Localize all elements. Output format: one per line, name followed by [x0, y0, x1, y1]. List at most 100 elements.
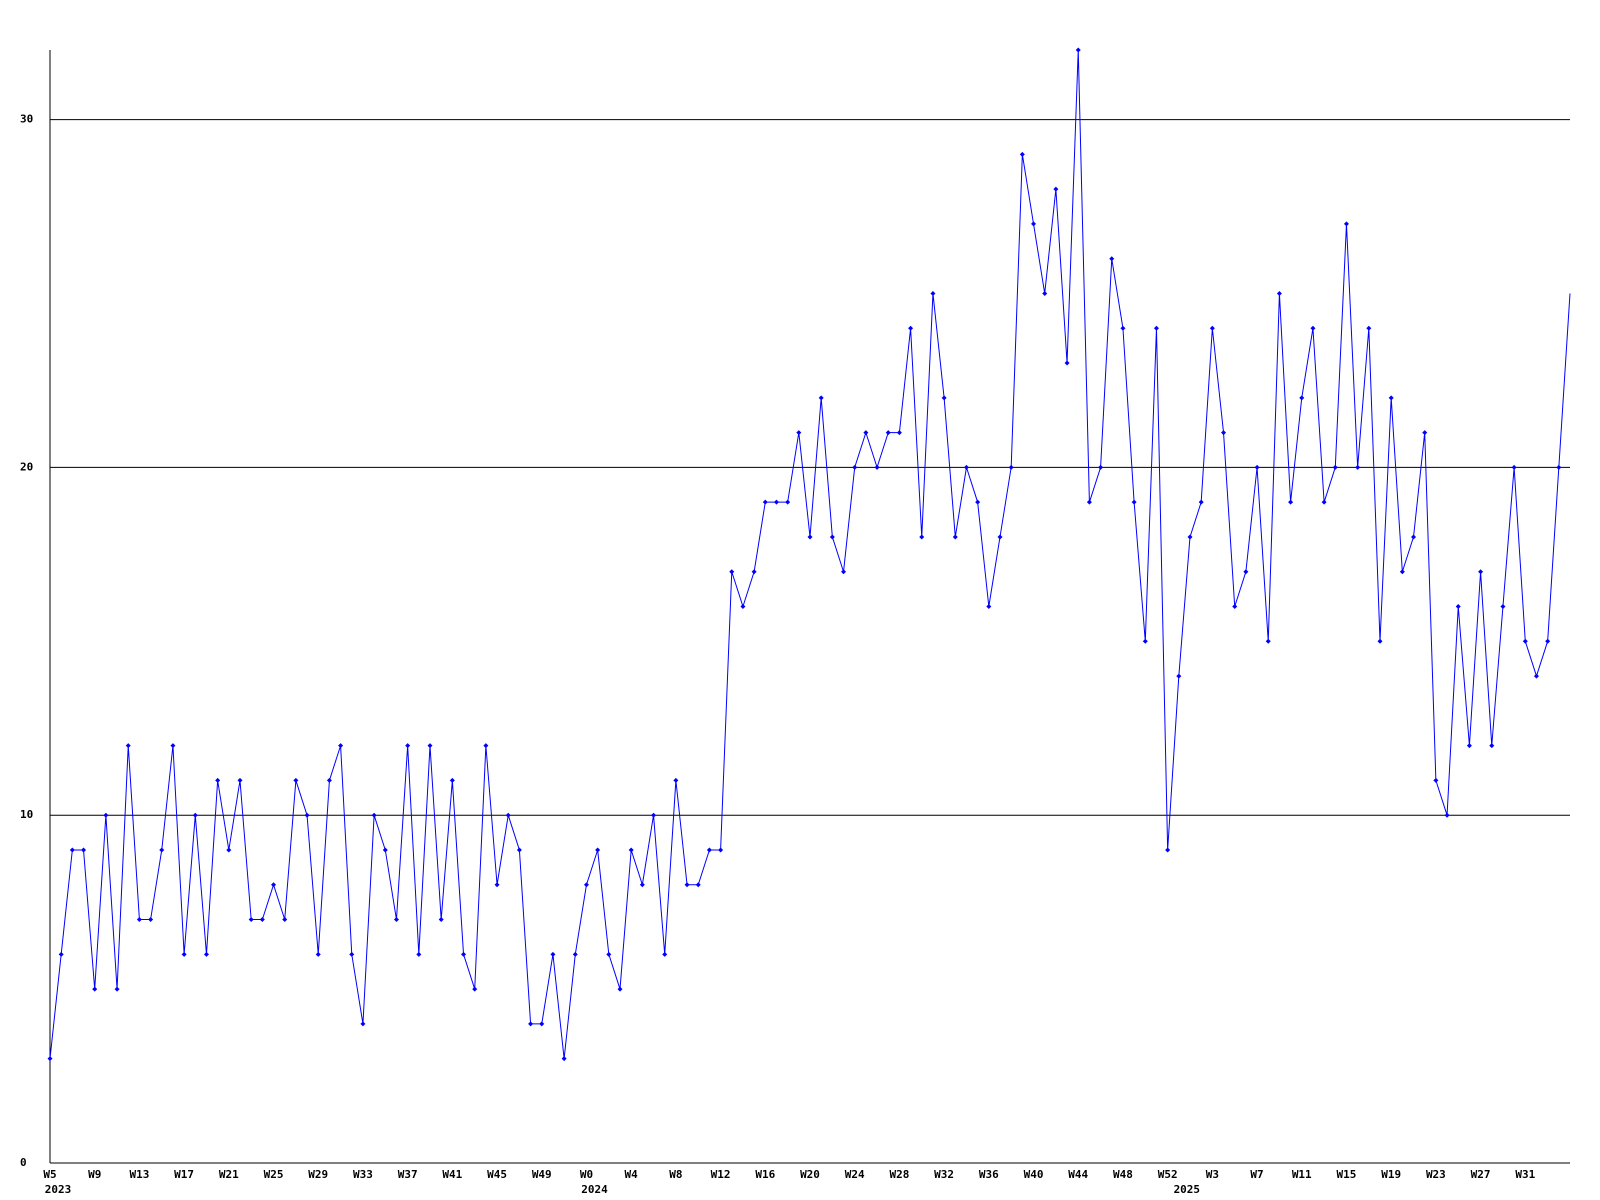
- data-point: [1109, 256, 1115, 262]
- data-point: [1098, 464, 1104, 470]
- data-point: [829, 534, 835, 540]
- data-point: [908, 325, 914, 331]
- data-point: [103, 812, 109, 818]
- data-point: [148, 917, 154, 923]
- data-point: [941, 395, 947, 401]
- data-point: [706, 847, 712, 853]
- x-tick-label: W17: [174, 1168, 194, 1181]
- data-point: [561, 1056, 567, 1062]
- data-point: [606, 951, 612, 957]
- data-point: [639, 882, 645, 888]
- x-tick-label: W3: [1206, 1168, 1219, 1181]
- data-point: [1343, 221, 1349, 227]
- data-point: [595, 847, 601, 853]
- data-point: [1433, 777, 1439, 783]
- data-point: [528, 1021, 534, 1027]
- data-point: [1120, 325, 1126, 331]
- data-point: [293, 777, 299, 783]
- data-point: [1075, 47, 1081, 53]
- x-tick-label: W8: [669, 1168, 682, 1181]
- data-point: [796, 430, 802, 436]
- year-label: 2024: [581, 1183, 608, 1196]
- x-tick-label: W33: [353, 1168, 373, 1181]
- data-point: [1366, 325, 1372, 331]
- y-tick-label: 10: [20, 808, 33, 821]
- data-point: [1355, 464, 1361, 470]
- data-point: [1556, 464, 1562, 470]
- data-point: [841, 569, 847, 575]
- data-point: [1254, 464, 1260, 470]
- x-tick-label: W24: [845, 1168, 865, 1181]
- data-point: [1243, 569, 1249, 575]
- data-point: [494, 882, 500, 888]
- x-tick-label: W36: [979, 1168, 999, 1181]
- data-point: [1533, 673, 1539, 679]
- x-tick-label: W27: [1471, 1168, 1491, 1181]
- data-point: [1221, 430, 1227, 436]
- data-point: [651, 812, 657, 818]
- data-point: [259, 917, 265, 923]
- data-point: [136, 917, 142, 923]
- data-point: [1187, 534, 1193, 540]
- data-point: [740, 604, 746, 609]
- data-point: [1198, 499, 1204, 505]
- data-point: [472, 986, 478, 992]
- data-point: [1399, 569, 1405, 575]
- data-point: [159, 847, 165, 853]
- x-tick-label: W52: [1158, 1168, 1178, 1181]
- data-point: [1288, 499, 1294, 505]
- data-point: [427, 743, 433, 749]
- data-point: [170, 743, 176, 749]
- data-point: [919, 534, 925, 540]
- data-point: [1500, 604, 1506, 609]
- data-line: [49, 49, 1571, 1059]
- x-tick-label: W20: [800, 1168, 820, 1181]
- data-point: [1545, 638, 1551, 644]
- data-point: [516, 847, 522, 853]
- data-point: [237, 777, 243, 783]
- data-point: [539, 1021, 545, 1027]
- data-point: [326, 777, 332, 783]
- x-tick-label: W31: [1515, 1168, 1535, 1181]
- x-tick-label: W29: [308, 1168, 328, 1181]
- data-point: [807, 534, 813, 540]
- data-point: [215, 777, 221, 783]
- x-tick-label: W5: [43, 1168, 56, 1181]
- x-tick-label: W25: [264, 1168, 284, 1181]
- data-point: [662, 951, 668, 957]
- data-point: [416, 951, 422, 957]
- data-point: [1153, 325, 1159, 331]
- data-point: [1031, 221, 1037, 227]
- data-point: [382, 847, 388, 853]
- data-point: [92, 986, 98, 992]
- data-point: [1042, 290, 1048, 296]
- data-point: [1377, 638, 1383, 644]
- data-point: [1321, 499, 1327, 505]
- data-point: [69, 847, 75, 853]
- data-point: [1142, 638, 1148, 644]
- data-point: [963, 464, 969, 470]
- data-point: [81, 847, 87, 853]
- data-point: [1444, 812, 1450, 818]
- x-tick-label: W16: [755, 1168, 775, 1181]
- data-point: [628, 847, 634, 853]
- data-point: [371, 812, 377, 818]
- data-point: [762, 499, 768, 505]
- data-point: [1019, 151, 1025, 157]
- x-tick-label: W0: [580, 1168, 593, 1181]
- data-point: [617, 986, 623, 992]
- data-point: [114, 986, 120, 992]
- data-point: [449, 777, 455, 783]
- x-tick-label: W49: [532, 1168, 552, 1181]
- data-point: [785, 499, 791, 505]
- data-point: [684, 882, 690, 888]
- data-point: [1310, 325, 1316, 331]
- x-tick-label: W12: [711, 1168, 731, 1181]
- data-point: [1086, 499, 1092, 505]
- year-label: 2025: [1174, 1183, 1201, 1196]
- data-point: [975, 499, 981, 505]
- data-point: [393, 917, 399, 923]
- data-point: [315, 951, 321, 957]
- data-point: [718, 847, 724, 853]
- data-point: [885, 430, 891, 436]
